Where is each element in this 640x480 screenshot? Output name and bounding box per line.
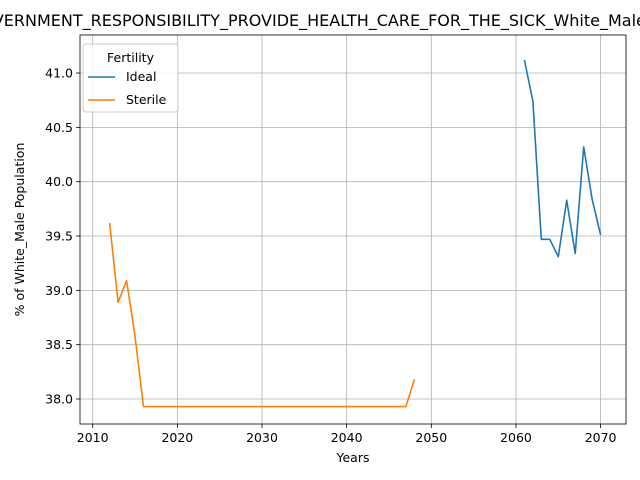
plot-frame bbox=[79, 34, 627, 425]
x-tick-label: 2070 bbox=[585, 430, 617, 445]
y-tick-label: 40.5 bbox=[45, 120, 73, 135]
legend-entry-sterile: Sterile bbox=[126, 92, 167, 107]
series-line-ideal bbox=[523, 59, 602, 258]
y-tick-label: 38.5 bbox=[45, 337, 73, 352]
series-layer bbox=[108, 59, 602, 408]
y-axis-label: % of White_Male Population bbox=[12, 143, 27, 317]
y-tick-label: 39.5 bbox=[45, 229, 73, 244]
y-tick-label: 40.0 bbox=[45, 174, 73, 189]
x-tick-label: 2040 bbox=[331, 430, 363, 445]
x-tick-label: 2050 bbox=[415, 430, 447, 445]
x-tick-label: 2060 bbox=[500, 430, 532, 445]
ticks: 2010 2020 2030 2040 2050 2060 2070 38.0 38.5 39.0… bbox=[45, 66, 616, 445]
legend: Fertility Ideal Sterile bbox=[82, 43, 179, 113]
grid bbox=[80, 35, 626, 424]
series-line-sterile bbox=[108, 222, 416, 408]
legend-entries: Ideal Sterile bbox=[88, 69, 167, 107]
x-tick-label: 2010 bbox=[77, 430, 109, 445]
legend-title: Fertility bbox=[107, 50, 155, 65]
chart-title: GOVERNMENT_RESPONSIBILITY_PROVIDE_HEALTH… bbox=[0, 11, 640, 31]
x-tick-label: 2020 bbox=[161, 430, 193, 445]
y-tick-label: 41.0 bbox=[45, 66, 73, 81]
legend-entry-ideal: Ideal bbox=[126, 69, 156, 84]
x-tick-label: 2030 bbox=[246, 430, 278, 445]
legend-box bbox=[82, 43, 179, 113]
x-axis-label: Years bbox=[336, 450, 370, 465]
y-tick-label: 38.0 bbox=[45, 392, 73, 407]
y-tick-label: 39.0 bbox=[45, 283, 73, 298]
